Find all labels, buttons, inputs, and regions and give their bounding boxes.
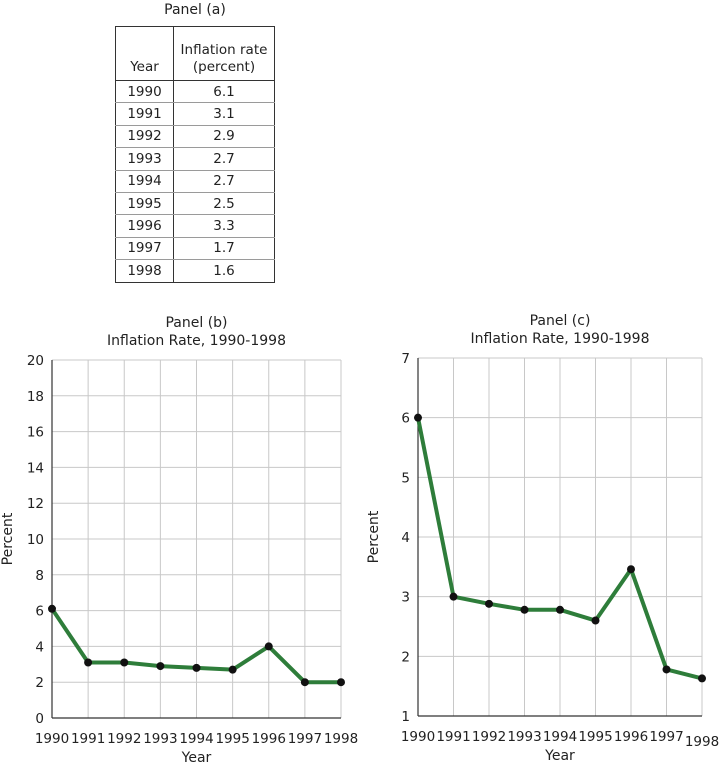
- panel-c-x-tick-label: 1993: [507, 729, 541, 745]
- panel-c-data-point: [591, 616, 600, 625]
- panel-c-data-point: [627, 565, 635, 574]
- table-cell-year: 1996: [115, 214, 174, 238]
- panel-c-data-point: [485, 599, 493, 608]
- table-header-row: Year Inflation rate (percent): [115, 26, 275, 81]
- panel-b-data-point: [48, 604, 56, 613]
- panel-b-data-point: [228, 665, 237, 674]
- panel-c-y-tick-label: 1: [401, 709, 410, 725]
- panel-b-title: Inflation Rate, 1990-1998: [107, 333, 286, 349]
- table-row: 1991 3.1: [115, 102, 275, 126]
- panel-c-x-tick-label: 1992: [472, 729, 506, 745]
- panel-c-label: Panel (c): [530, 313, 591, 329]
- panel-b-data-point: [192, 663, 201, 672]
- table-row: 1996 3.3: [115, 214, 275, 238]
- panel-b-data-point: [120, 658, 129, 667]
- panel-c-data-point: [698, 674, 706, 683]
- panel-c-x-tick-label: 1998: [685, 734, 719, 750]
- panel-b-data-point: [300, 678, 309, 687]
- panel-b-data-point: [337, 678, 345, 687]
- panel-c-y-tick-label: 3: [401, 590, 410, 606]
- table-cell-rate: 1.7: [173, 237, 275, 261]
- panel-b-y-tick-label: 8: [35, 568, 44, 584]
- table-row: 1995 2.5: [115, 192, 275, 216]
- table-row: 1990 6.1: [115, 80, 275, 104]
- panel-b-y-tick-label: 10: [27, 532, 44, 548]
- panel-b-x-tick-label: 1993: [143, 731, 177, 747]
- panel-b-x-axis-label: Year: [181, 750, 212, 766]
- panel-c-y-tick-label: 6: [401, 411, 410, 427]
- panel-b-y-tick-label: 4: [35, 639, 44, 655]
- panel-b-y-tick-label: 20: [27, 353, 44, 369]
- table-cell-year: 1993: [115, 147, 174, 171]
- table-cell-year: 1997: [115, 237, 174, 261]
- panel-c-title: Inflation Rate, 1990-1998: [471, 331, 650, 347]
- table-body: 1990 6.1 1991 3.1 1992 2.9 1993 2.7 1994 2.7 1995 2…: [115, 80, 275, 283]
- table-cell-year: 1990: [115, 80, 174, 104]
- panel-b-x-tick-label: 1996: [252, 731, 286, 747]
- panel-b-label: Panel (b): [165, 315, 227, 331]
- table-header-year: Year: [115, 26, 174, 81]
- panel-b-y-tick-label: 6: [35, 604, 44, 620]
- table-cell-rate: 2.7: [173, 170, 275, 193]
- table-cell-year: 1991: [115, 102, 174, 126]
- table-cell-rate: 3.3: [173, 214, 275, 238]
- panel-b-y-tick-label: 16: [27, 425, 44, 441]
- table-cell-rate: 3.1: [173, 102, 275, 126]
- panel-b-x-tick-label: 1995: [215, 731, 249, 747]
- panel-c-data-point: [414, 413, 422, 422]
- table-cell-year: 1998: [115, 259, 174, 283]
- panel-c-y-axis-label: Percent: [366, 510, 382, 563]
- inflation-table: Year Inflation rate (percent) 1990 6.1 1991 3…: [115, 26, 275, 283]
- panel-a-title: Panel (a): [164, 2, 226, 18]
- panel-c-x-tick-label: 1997: [649, 729, 683, 745]
- panel-b-x-tick-label: 1998: [324, 731, 358, 747]
- panel-c-x-tick-label: 1994: [543, 729, 577, 745]
- table-cell-rate: 1.6: [213, 262, 235, 279]
- panel-c-y-tick-label: 7: [401, 351, 410, 367]
- panel-b-x-tick-label: 1991: [71, 731, 105, 747]
- panel-c-x-tick-label: 1991: [436, 729, 470, 745]
- table-row: 1992 2.9: [115, 125, 275, 149]
- panel-b-y-tick-label: 14: [27, 460, 44, 476]
- panel-c-y-tick-label: 4: [401, 530, 410, 546]
- table-cell-rate: 6.1: [173, 80, 275, 104]
- panel-b-y-tick-label: 12: [27, 496, 44, 512]
- panel-c-data-point: [662, 665, 671, 674]
- panel-b-x-tick-label: 1990: [35, 731, 69, 747]
- panel-b-y-tick-label: 2: [35, 675, 44, 691]
- panel-b-data-point: [264, 642, 273, 651]
- table-cell-rate: 2.9: [173, 125, 275, 149]
- table-cell-rate: 2.7: [173, 147, 275, 171]
- panel-c-x-tick-label: 1990: [401, 729, 435, 745]
- panel-b-y-axis-label: Percent: [0, 512, 16, 565]
- table-header-rate: Inflation rate (percent): [173, 26, 275, 81]
- panel-c-data-point: [556, 605, 564, 614]
- table-cell-year: 1994: [115, 170, 174, 193]
- panel-c-y-tick-label: 5: [401, 470, 410, 486]
- panel-c-data-point: [449, 592, 458, 601]
- panel-c-x-tick-label: 1995: [578, 729, 612, 745]
- table-row: 1994 2.7: [115, 170, 275, 193]
- panel-c-data-point: [520, 605, 529, 614]
- table-cell-year: 1995: [115, 192, 174, 216]
- panel-b-y-tick-label: 0: [35, 711, 44, 727]
- table-row: 1998 1.6: [115, 259, 275, 283]
- panel-b-data-point: [84, 658, 93, 667]
- table-row: 1997 1.7: [115, 237, 275, 261]
- panel-c-x-axis-label: Year: [544, 748, 575, 764]
- panel-c-y-tick-label: 2: [401, 649, 410, 665]
- table-row: 1993 2.7: [115, 147, 275, 171]
- panel-b-x-tick-label: 1994: [179, 731, 213, 747]
- panel-b-y-tick-label: 18: [27, 389, 44, 405]
- table-cell-year: 1992: [115, 125, 174, 149]
- panel-b-x-tick-label: 1992: [107, 731, 141, 747]
- panel-b-data-point: [156, 662, 165, 671]
- panel-b-x-tick-label: 1997: [288, 731, 322, 747]
- panel-c-x-tick-label: 1996: [614, 729, 648, 745]
- table-cell-rate: 2.5: [173, 192, 275, 216]
